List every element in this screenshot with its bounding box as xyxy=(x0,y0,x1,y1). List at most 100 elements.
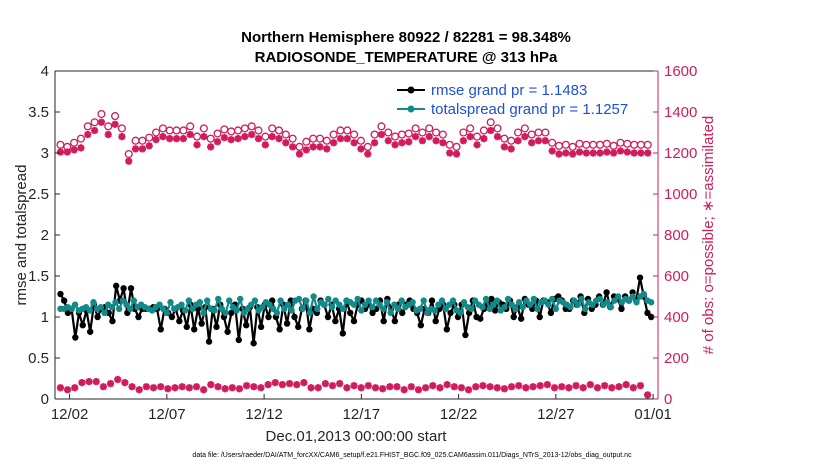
rmse-series-point xyxy=(127,285,135,292)
spread-series-point xyxy=(185,297,193,304)
rmse-series-point xyxy=(536,313,543,321)
obs-assimilated-point xyxy=(548,147,556,155)
obs-possible-point xyxy=(466,124,475,133)
obs-low-point xyxy=(407,383,415,391)
obs-low-point xyxy=(178,383,186,391)
obs-low-point xyxy=(629,384,637,392)
spread-series-point xyxy=(438,297,446,304)
legend-rmse-marker xyxy=(407,86,415,94)
obs-low-point xyxy=(142,383,150,391)
obs-assimilated-point xyxy=(371,139,379,147)
x-tick-label: 12/27 xyxy=(537,406,575,423)
obs-possible-point xyxy=(97,110,106,119)
rmse-series-point xyxy=(428,297,436,304)
rmse-series-point xyxy=(228,309,235,317)
spread-series-point xyxy=(314,305,321,312)
legend-rmse-label: rmse grand pr = 1.1483 xyxy=(431,82,587,99)
rmse-series-point xyxy=(120,285,127,292)
rmse-series-point xyxy=(205,338,213,345)
obs-low-point xyxy=(207,381,215,389)
obs-assimilated-point xyxy=(207,143,215,151)
obs-assimilated-point xyxy=(70,146,78,154)
obs-low-point xyxy=(565,384,573,392)
spread-series-point xyxy=(101,309,108,317)
obs-assimilated-point xyxy=(480,135,488,143)
obs-assimilated-point xyxy=(411,133,420,141)
obs-assimilated-point xyxy=(630,149,638,157)
spread-series-point xyxy=(479,303,486,311)
spread-series-point xyxy=(130,297,138,304)
spread-series-point xyxy=(196,299,204,306)
spread-series-point xyxy=(303,297,310,304)
obs-assimilated-point xyxy=(309,143,317,151)
obs-possible-point xyxy=(206,134,215,143)
spread-series-point xyxy=(277,297,284,304)
obs-possible-point xyxy=(281,130,290,139)
spread-series-point xyxy=(215,295,222,303)
spread-series-point xyxy=(640,290,648,298)
rmse-series-point xyxy=(183,323,190,331)
data-file-note: data file: /Users/raeder/DAI/ATM_forcXX/… xyxy=(192,452,632,459)
rmse-series-point xyxy=(332,317,339,325)
spread-series-point xyxy=(288,307,295,314)
obs-assimilated-point xyxy=(261,141,269,149)
spread-series-point xyxy=(629,293,637,300)
obs-assimilated-point xyxy=(275,135,283,143)
obs-possible-point xyxy=(609,141,618,150)
spread-series-point xyxy=(409,299,416,306)
x-tick-label: 12/07 xyxy=(148,406,186,423)
spread-series-point xyxy=(567,303,574,311)
obs-low-point xyxy=(593,384,602,392)
obs-low-point xyxy=(106,380,115,388)
obs-assimilated-point xyxy=(193,141,201,149)
obs-low-point xyxy=(608,384,616,392)
obs-assimilated-point xyxy=(541,137,549,145)
obs-possible-point xyxy=(363,142,372,151)
spread-series-point xyxy=(570,297,578,304)
obs-possible-point xyxy=(520,124,529,133)
rmse-series-point xyxy=(306,326,313,333)
spread-series-point xyxy=(284,301,292,308)
obs-assimilated-point xyxy=(575,148,584,156)
obs-possible-point xyxy=(104,122,113,131)
spread-series-point xyxy=(321,301,328,308)
obs-assimilated-point xyxy=(97,118,106,126)
obs-assimilated-point xyxy=(357,145,365,153)
obs-low-point xyxy=(285,380,294,388)
obs-low-point xyxy=(278,381,287,389)
rmse-series-point xyxy=(647,313,655,321)
spread-series-point xyxy=(647,299,655,306)
rmse-series-point xyxy=(380,317,387,325)
obs-assimilated-point xyxy=(637,149,645,157)
obs-possible-point xyxy=(568,142,577,151)
spread-series-point xyxy=(596,295,604,303)
obs-low-point xyxy=(543,381,551,389)
obs-assimilated-point xyxy=(234,135,242,143)
spread-series-point xyxy=(589,301,596,308)
rmse-series-point xyxy=(603,289,610,296)
obs-assimilated-point xyxy=(159,133,167,141)
obs-low-point xyxy=(135,386,143,394)
spread-series-point xyxy=(126,305,134,312)
rmse-series-point xyxy=(157,326,164,333)
obs-assimilated-point xyxy=(343,135,351,143)
obs-low-point xyxy=(522,384,530,392)
spread-series-point xyxy=(306,309,314,317)
right-ticks: 0 200 400 600 800 1000 1200 1400 1600 xyxy=(653,63,697,408)
obs-possible-point xyxy=(138,136,147,145)
obs-assimilated-point xyxy=(254,135,263,143)
spread-series-point xyxy=(581,305,589,312)
spread-series-point xyxy=(189,305,196,312)
obs-possible-point xyxy=(199,124,208,133)
obs-possible-point xyxy=(384,128,393,137)
rmse-series-point xyxy=(350,317,358,325)
obs-possible-point xyxy=(179,126,188,135)
spread-series-point xyxy=(442,305,449,312)
rmse-series-point xyxy=(265,313,272,321)
y2-tick-label: 200 xyxy=(664,350,689,367)
chart-title: Northern Hemisphere 80922 / 82281 = 98.3… xyxy=(241,29,571,46)
spread-series-point xyxy=(471,297,479,304)
obs-possible-point xyxy=(124,149,133,159)
spread-series-point xyxy=(380,305,387,312)
obs-assimilated-point xyxy=(500,143,508,151)
